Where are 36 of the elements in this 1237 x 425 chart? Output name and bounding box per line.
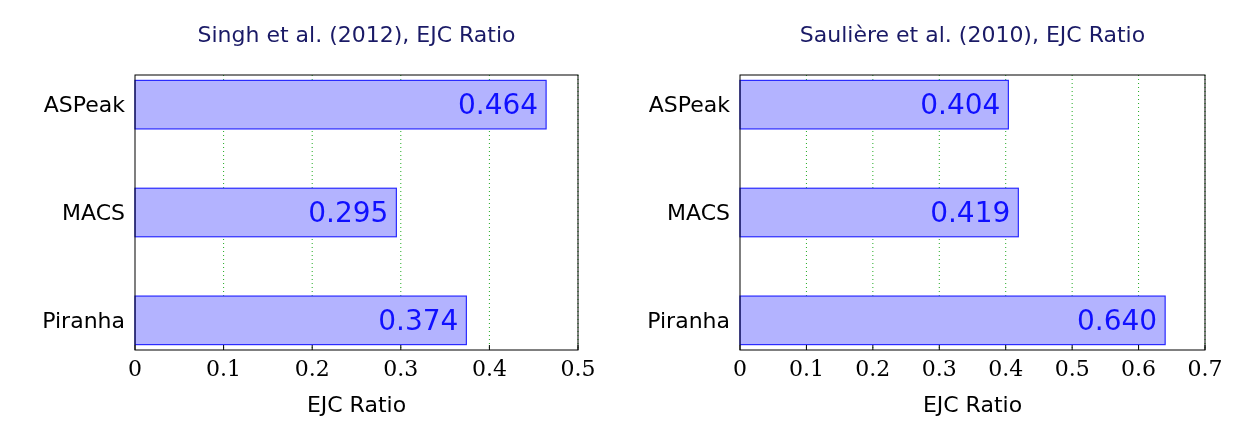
chart-title: Singh et al. (2012), EJC Ratio — [197, 22, 516, 47]
x-tick-label: 0.3 — [383, 356, 419, 381]
x-tick-label: 0.4 — [471, 356, 507, 381]
x-tick-label: 0 — [128, 356, 142, 381]
y-tick-label: ASPeak — [43, 92, 126, 118]
x-axis-title: EJC Ratio — [306, 392, 407, 417]
chart-title: Saulière et al. (2010), EJC Ratio — [799, 22, 1146, 47]
x-tick-label: 0 — [733, 356, 747, 381]
x-tick-label: 0.2 — [294, 356, 330, 381]
data-label: 0.374 — [378, 303, 459, 337]
bar — [739, 295, 1166, 346]
bar — [134, 187, 397, 238]
data-label: 0.464 — [457, 88, 539, 122]
y-tick-label: MACS — [62, 200, 125, 225]
y-tick-label: MACS — [667, 200, 730, 225]
x-tick-label: 0.5 — [1054, 356, 1090, 381]
x-tick-label: 0.7 — [1187, 356, 1223, 381]
bar — [134, 295, 467, 346]
bar — [739, 79, 1009, 130]
bar — [134, 79, 547, 130]
y-tick-label: ASPeak — [648, 92, 731, 118]
x-tick-label: 0.1 — [206, 356, 242, 381]
data-label: 0.640 — [1076, 303, 1158, 337]
x-tick-label: 0.5 — [560, 356, 596, 381]
x-tick-label: 0.2 — [855, 356, 891, 381]
data-label: 0.404 — [920, 88, 1001, 122]
data-label: 0.419 — [930, 196, 1011, 229]
x-tick-label: 0.1 — [788, 356, 824, 381]
x-tick-label: 0.6 — [1121, 356, 1157, 381]
x-tick-label: 0.3 — [921, 356, 957, 381]
y-tick-label: Piranha — [647, 307, 730, 333]
y-tick-label: Piranha — [42, 307, 125, 333]
x-axis-title: EJC Ratio — [922, 392, 1023, 417]
data-label: 0.295 — [308, 196, 389, 229]
x-tick-label: 0.4 — [988, 356, 1024, 381]
bar — [739, 187, 1019, 238]
